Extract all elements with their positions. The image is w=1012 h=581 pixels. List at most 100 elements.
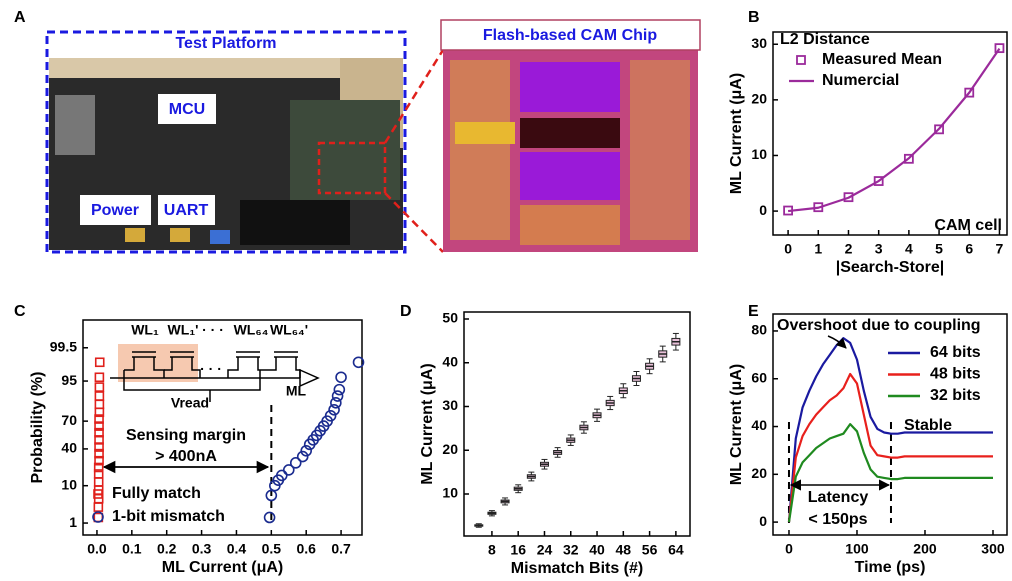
panel-label: B	[748, 9, 760, 26]
annotation: > 400nA	[155, 448, 217, 465]
y-tick-label: 40	[751, 417, 767, 433]
panel-label: A	[14, 9, 26, 26]
x-tick-label: 200	[913, 541, 937, 557]
y-tick-label: 30	[751, 35, 767, 51]
y-tick-label: 60	[751, 369, 767, 385]
inset-label: · · ·	[202, 322, 224, 338]
x-tick-label: 100	[845, 541, 869, 557]
annotation: CAM cell	[934, 217, 1002, 234]
x-tick-label: 0.1	[122, 541, 142, 557]
y-tick-label: 0	[759, 513, 767, 529]
x-tick-label: 40	[589, 542, 605, 558]
x-tick-label: 0.0	[87, 541, 107, 557]
x-axis-label: ML Current (μA)	[162, 559, 283, 576]
connector	[55, 95, 95, 155]
x-axis-label: |Search-Store|	[836, 259, 945, 276]
photo-label: MCU	[169, 101, 205, 118]
data-point	[336, 372, 346, 382]
x-axis-label: Mismatch Bits (#)	[511, 560, 643, 577]
x-tick-label: 0.6	[296, 541, 316, 557]
y-tick-label: 20	[751, 465, 767, 481]
legend-label: Measured Mean	[822, 51, 942, 68]
legend-marker	[797, 56, 805, 64]
legend-label: Numercial	[822, 72, 899, 89]
x-axis-label: Time (ps)	[855, 559, 926, 576]
legend-label: Fully match	[112, 485, 201, 502]
data-point	[94, 503, 102, 511]
y-tick-label: 20	[751, 91, 767, 107]
data-point	[95, 400, 103, 408]
y-axis-label: ML Current (μA)	[728, 73, 745, 194]
y-tick-label: 40	[442, 353, 458, 369]
inset-label: WL₆₄	[234, 322, 269, 338]
x-tick-label: 24	[537, 542, 553, 558]
x-tick-label: 8	[488, 542, 496, 558]
y-tick-label: 40	[61, 440, 77, 456]
annotation: Sensing margin	[126, 427, 246, 444]
data-point	[96, 358, 104, 366]
y-axis-label: Probability (%)	[29, 371, 46, 483]
y-tick-label: 10	[751, 146, 767, 162]
y-tick-label: 80	[751, 322, 767, 338]
data-point	[95, 392, 103, 400]
x-tick-label: 0.3	[192, 541, 212, 557]
x-tick-label: 4	[905, 241, 913, 257]
y-axis-label: ML Current (μA)	[728, 364, 745, 485]
inset-label: ML	[286, 383, 307, 399]
legend-label: 1-bit mismatch	[112, 508, 225, 525]
y-tick-label: 50	[442, 310, 458, 326]
chip-array	[520, 152, 620, 200]
inset-label: WL₆₄'	[270, 322, 308, 338]
header-pins	[240, 200, 350, 245]
y-tick-label: 70	[61, 412, 77, 428]
data-point	[95, 373, 103, 381]
usb-port	[125, 228, 145, 242]
data-point	[331, 398, 341, 408]
x-tick-label: 0.2	[157, 541, 177, 557]
x-tick-label: 300	[981, 541, 1005, 557]
figure: A Test Platform MCU Power UART Flash-bas…	[0, 0, 1012, 581]
y-tick-label: 1	[69, 514, 77, 530]
data-point	[95, 383, 103, 391]
y-tick-label: 10	[442, 485, 458, 501]
panel-a: A Test Platform MCU Power UART Flash-bas…	[14, 9, 700, 252]
panel-label: D	[400, 303, 412, 320]
usb-port	[170, 228, 190, 242]
inset-label: WL₁	[131, 322, 159, 338]
y-tick-label: 30	[442, 397, 458, 413]
x-tick-label: 0.4	[227, 541, 247, 557]
data-point	[334, 385, 344, 395]
inset-label: WL₁'	[168, 322, 199, 338]
data-point	[95, 478, 103, 486]
x-tick-label: 32	[563, 542, 579, 558]
x-tick-label: 0	[784, 241, 792, 257]
x-tick-label: 7	[996, 241, 1004, 257]
y-tick-label: 0	[759, 202, 767, 218]
inset-ellipsis: · · ·	[200, 361, 222, 377]
photo-label: UART	[164, 202, 209, 219]
x-tick-label: 3	[875, 241, 883, 257]
annotation: Stable	[904, 417, 952, 434]
panel-label: E	[748, 303, 759, 320]
chip-region	[630, 60, 690, 240]
data-point	[333, 391, 343, 401]
annotation: < 150ps	[808, 511, 867, 528]
data-point	[265, 512, 275, 522]
annotation: Latency	[808, 489, 869, 506]
y-tick-label: 20	[442, 441, 458, 457]
platform-title: Test Platform	[175, 35, 276, 52]
legend-title: L2 Distance	[780, 31, 870, 48]
x-tick-label: 56	[642, 542, 658, 558]
photo-label: Power	[91, 202, 139, 219]
chip-region	[520, 205, 620, 245]
inset-label: Vread	[171, 395, 209, 411]
switch	[210, 230, 230, 244]
socket	[290, 100, 400, 200]
y-tick-label: 99.5	[50, 338, 77, 354]
x-tick-label: 5	[935, 241, 943, 257]
x-tick-label: 0	[785, 541, 793, 557]
x-tick-label: 1	[814, 241, 822, 257]
chip-array	[520, 118, 620, 148]
legend-label: 48 bits	[930, 366, 981, 383]
x-tick-label: 48	[616, 542, 632, 558]
